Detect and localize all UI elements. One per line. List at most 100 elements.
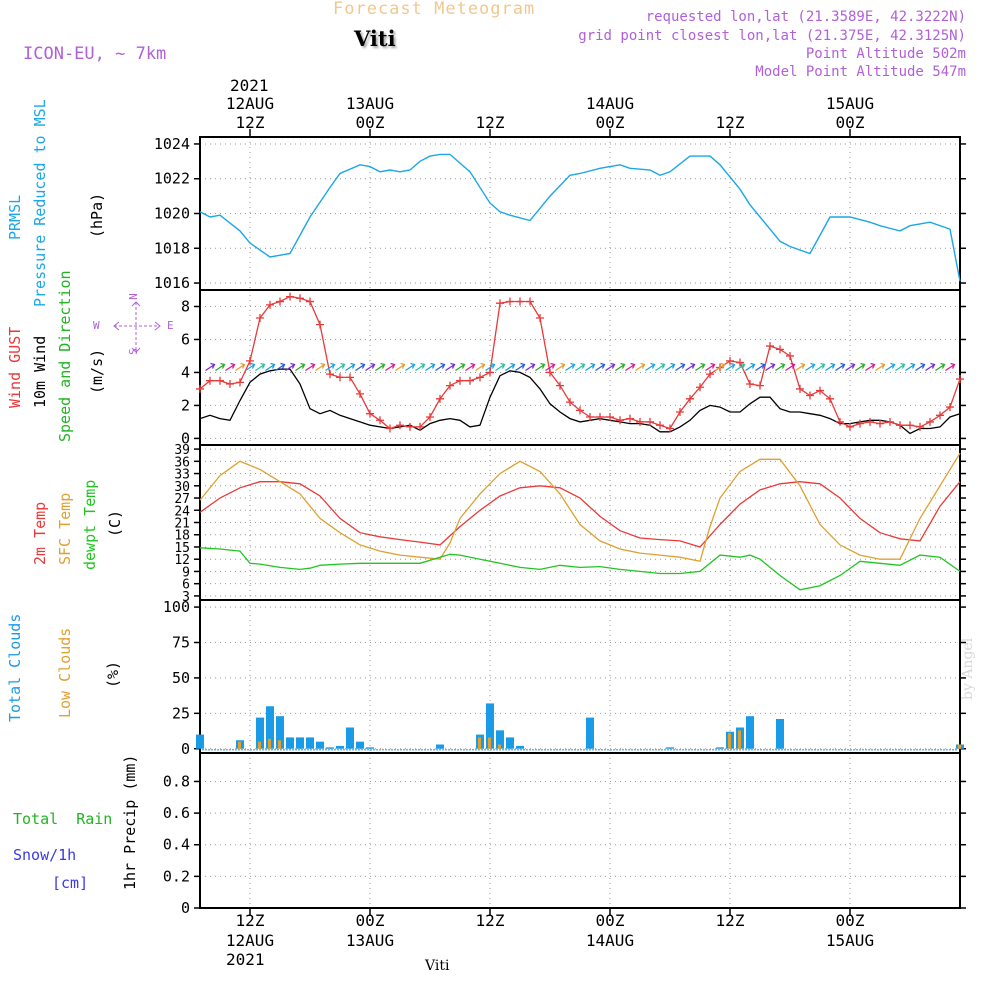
gust-point xyxy=(656,421,664,430)
y-tick-label: 25 xyxy=(172,704,190,722)
gust-point xyxy=(696,383,704,392)
y-tick-label: 1018 xyxy=(154,239,190,257)
wind-direction-arrow xyxy=(265,362,276,372)
prmsl-line xyxy=(199,153,961,282)
gust-point xyxy=(936,411,944,420)
wind-direction-arrow xyxy=(425,362,436,372)
y-tick-label: 0.8 xyxy=(163,772,190,790)
x-label-bottom-hour: 00Z xyxy=(356,911,385,930)
total-cloud-bar xyxy=(496,730,504,749)
gust-point xyxy=(606,412,614,421)
wind-direction-arrow xyxy=(805,362,816,372)
x-label-top-date: 13AUG xyxy=(346,94,394,113)
wind-direction-arrow xyxy=(245,362,256,372)
wind-direction-arrow xyxy=(335,362,346,372)
wind-direction-arrow xyxy=(935,362,946,372)
wind-direction-arrow xyxy=(285,362,296,372)
y-tick-label: 100 xyxy=(163,598,190,616)
x-label-top-date: 15AUG xyxy=(826,94,874,113)
gust-point xyxy=(596,412,604,421)
y-tick-label: 27 xyxy=(174,492,190,507)
gust-point xyxy=(706,370,714,379)
wind-direction-arrow xyxy=(325,362,336,372)
gust-point xyxy=(416,422,424,431)
gust-point xyxy=(316,320,324,329)
wind-direction-arrow xyxy=(735,362,746,372)
gust-point xyxy=(576,406,584,415)
wind-direction-arrow xyxy=(675,362,686,372)
total-cloud-bar xyxy=(256,717,264,749)
wind-direction-arrow xyxy=(745,362,756,372)
y-tick-label: 21 xyxy=(174,517,190,532)
low-cloud-bar xyxy=(478,737,481,749)
gust-point xyxy=(646,417,654,426)
wind-direction-arrow xyxy=(525,362,536,372)
model-altitude: Model Point Altitude 547m xyxy=(755,64,966,80)
wind-direction-arrow xyxy=(755,362,766,372)
gust-point xyxy=(236,378,244,387)
wind-direction-arrow xyxy=(295,362,306,372)
total-cloud-bar xyxy=(336,745,344,749)
sfc-temp-line xyxy=(199,452,961,563)
x-label-top-date: 14AUG xyxy=(586,94,634,113)
wind-direction-arrow xyxy=(815,362,826,372)
chart-title: Forecast Meteogram xyxy=(333,0,536,19)
total-cloud-bar xyxy=(586,717,594,749)
y-tick-label: 3 xyxy=(182,590,190,605)
low-cloud-bar xyxy=(958,744,961,749)
x-label-bottom-date: 12AUG xyxy=(226,931,274,950)
wind-direction-arrow xyxy=(725,362,736,372)
gust-point xyxy=(476,373,484,382)
total-cloud-bar xyxy=(716,747,724,749)
wind-direction-arrow xyxy=(645,362,656,372)
total-cloud-bar xyxy=(366,747,374,749)
wind-direction-arrow xyxy=(785,362,796,372)
wind-direction-arrow xyxy=(585,362,596,372)
gust-point xyxy=(556,381,564,390)
gust-point xyxy=(546,368,554,377)
gust-point xyxy=(636,417,644,426)
gust-point xyxy=(226,379,234,388)
y-tick-label: 1024 xyxy=(154,135,190,153)
temp2m-line xyxy=(199,481,961,548)
x-label-top-hour: 00Z xyxy=(356,113,385,132)
total-cloud-bar xyxy=(356,741,364,749)
precip-label-cm: [cm] xyxy=(52,874,89,892)
y-tick-label: 15 xyxy=(174,541,190,556)
wind-direction-arrow xyxy=(495,362,506,372)
low-cloud-bar xyxy=(268,738,271,749)
total-cloud-bar xyxy=(666,747,674,749)
model-name: ICON-EU, ~ 7km xyxy=(23,44,167,64)
wind10m-line xyxy=(199,368,961,435)
wind-direction-arrow xyxy=(565,362,576,372)
x-label-top-hour: 00Z xyxy=(836,113,865,132)
total-cloud-bar xyxy=(776,719,784,749)
y-tick-label: 36 xyxy=(174,455,190,470)
gust-point xyxy=(896,421,904,430)
wind-direction-arrow xyxy=(225,362,236,372)
wind-direction-arrow xyxy=(825,362,836,372)
low-cloud-bar xyxy=(258,741,261,749)
low-cloud-bar xyxy=(238,741,241,749)
y-tick-label: 0.6 xyxy=(163,804,190,822)
wind-direction-arrow xyxy=(625,362,636,372)
total-cloud-bar xyxy=(276,716,284,749)
gust-point xyxy=(446,381,454,390)
gust-point xyxy=(726,356,734,365)
x-label-top-hour: 00Z xyxy=(596,113,625,132)
y-tick-label: 0 xyxy=(181,740,190,758)
x-label-bottom-hour: 12Z xyxy=(716,911,745,930)
x-label-bottom-hour: 12Z xyxy=(476,911,505,930)
gust-point xyxy=(276,297,284,306)
wind-direction-arrow xyxy=(595,362,606,372)
wind-direction-arrow xyxy=(575,362,586,372)
gust-point xyxy=(486,368,494,377)
gust-point xyxy=(616,416,624,425)
total-cloud-bar xyxy=(346,727,354,749)
low-cloud-bar xyxy=(488,737,491,749)
low-cloud-bar xyxy=(738,730,741,749)
low-cloud-bar xyxy=(498,744,501,749)
gust-point xyxy=(856,419,864,428)
y-tick-label: 0.2 xyxy=(163,867,190,885)
